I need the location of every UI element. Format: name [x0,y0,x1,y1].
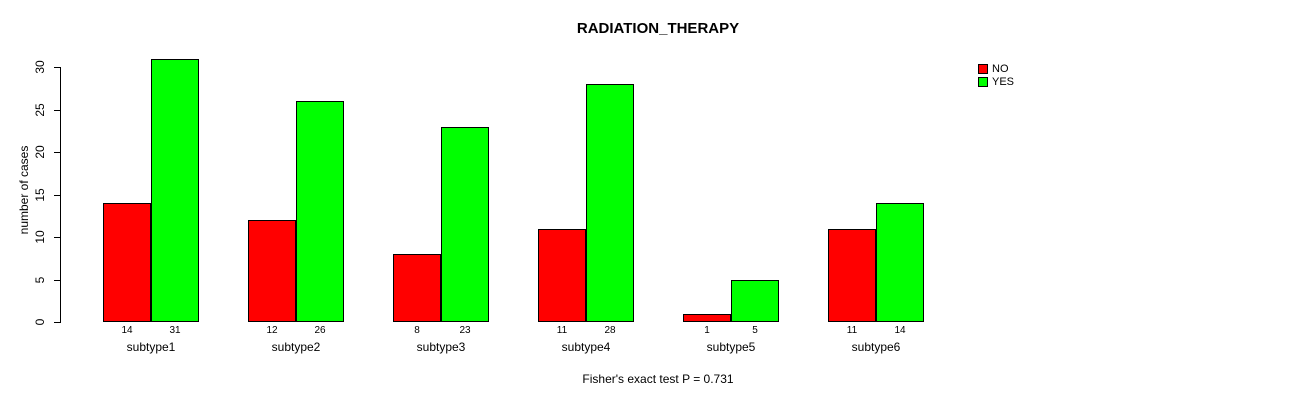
x-tick-label-subtype2: subtype2 [271,340,321,354]
bar-value-yes-subtype4: 28 [604,325,616,336]
bar-value-yes-subtype1: 31 [169,325,181,336]
bar-no-subtype3 [393,254,441,322]
y-tick-label-25: 25 [33,102,47,117]
bar-no-subtype4 [538,228,586,322]
y-tick-15 [54,194,60,196]
y-axis-line [60,67,61,323]
y-tick-0 [54,322,60,323]
legend-item-no: NO [978,63,1014,75]
bar-no-subtype1 [103,203,151,322]
y-tick-30 [54,67,60,68]
bar-value-yes-subtype2: 26 [314,325,326,336]
x-tick-label-subtype1: subtype1 [126,340,176,354]
y-tick-25 [54,109,60,111]
y-tick-label-15: 15 [33,187,47,202]
legend-swatch-no [978,64,988,74]
bar-value-no-subtype5: 1 [704,325,710,336]
chart-title: RADIATION_THERAPY [576,20,740,37]
bar-no-subtype6 [828,228,876,322]
y-tick-20 [54,152,60,153]
annotation-text: Fisher's exact test P = 0.731 [582,372,734,386]
bar-no-subtype5 [683,313,731,322]
x-tick-label-subtype4: subtype4 [561,340,611,354]
bar-value-no-subtype2: 12 [266,325,278,336]
x-tick-label-subtype3: subtype3 [416,340,466,354]
legend: NO YES [978,63,1014,89]
bar-value-yes-subtype3: 23 [459,325,471,336]
bar-yes-subtype1 [151,58,199,322]
x-tick-label-subtype6: subtype6 [851,340,901,354]
bar-value-no-subtype1: 14 [121,325,133,336]
legend-item-yes: YES [978,76,1014,88]
bar-value-no-subtype6: 11 [846,325,858,336]
bar-yes-subtype4 [586,84,634,322]
bar-yes-subtype5 [731,279,779,322]
bar-value-no-subtype4: 11 [556,325,568,336]
bar-no-subtype2 [248,220,296,322]
y-tick-label-5: 5 [33,276,47,283]
legend-label-no: NO [992,62,1009,75]
bar-value-yes-subtype5: 5 [752,325,758,336]
bar-yes-subtype3 [441,126,489,322]
y-tick-10 [54,237,60,238]
y-tick-label-20: 20 [33,145,47,159]
legend-swatch-yes [978,77,988,87]
bar-value-no-subtype3: 8 [414,325,420,336]
legend-label-yes: YES [992,75,1015,88]
x-tick-label-subtype5: subtype5 [706,340,756,354]
y-axis-label: number of cases [17,145,31,235]
y-tick-label-30: 30 [33,60,47,74]
y-tick-label-0: 0 [33,318,47,326]
y-tick-5 [54,279,60,281]
bar-yes-subtype2 [296,101,344,322]
bar-value-yes-subtype6: 14 [894,325,906,336]
y-tick-label-10: 10 [33,230,47,244]
bar-yes-subtype6 [876,203,924,322]
